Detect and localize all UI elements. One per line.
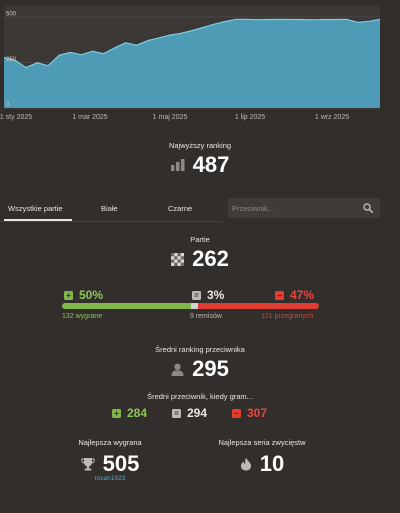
best-streak-block: Najlepsza seria zwycięstw 10 <box>197 438 327 477</box>
plus-icon: + <box>64 290 73 300</box>
chessboard-icon <box>171 252 185 266</box>
chart-x-tick: 1 wrz 2025 <box>314 114 350 121</box>
best-win-opponent-link[interactable]: rosah1023 <box>94 475 126 482</box>
draw-percent-value: 3% <box>207 288 225 302</box>
highest-rating-block: Najwyższy ranking 487 <box>0 141 400 178</box>
best-win-label: Najlepsza wygrana <box>78 438 142 447</box>
games-block: Partie 262 <box>0 235 400 272</box>
avg-opponent-label: Średni ranking przeciwnika <box>155 345 245 354</box>
avg-opponent-block: Średni ranking przeciwnika 295 <box>0 345 400 382</box>
loss-percent-value: 47% <box>290 288 315 302</box>
avg-when-loss-value: 307 <box>247 406 268 420</box>
avg-by-result-row: + 284 = 294 − 307 <box>0 406 400 420</box>
search-button[interactable] <box>356 198 380 218</box>
avg-by-result-label: Średni przeciwnik, kiedy gram... <box>147 392 253 401</box>
results-bar <box>62 303 319 309</box>
avg-opponent-value: 295 <box>192 356 229 381</box>
chart-x-axis: 1 sty 2025 1 mar 2025 1 maj 2025 1 lip 2025… <box>0 114 400 128</box>
plus-icon: + <box>112 408 121 418</box>
bar-chart-icon <box>170 159 185 171</box>
highest-rating-value: 487 <box>192 152 230 177</box>
rating-line <box>3 18 381 69</box>
chart-x-tick: 1 maj 2025 <box>152 114 188 121</box>
tab-white[interactable]: Białe <box>101 204 118 213</box>
results-percent-row: + 50% = 3% − 47% <box>0 288 400 302</box>
results-bar-draw <box>190 303 199 309</box>
best-streak-label: Najlepsza seria zwycięstw <box>218 438 306 447</box>
draws-count: 9 remisów <box>190 313 222 320</box>
rating-area <box>4 19 380 108</box>
user-icon <box>171 363 184 376</box>
flame-icon <box>240 457 251 471</box>
tab-black[interactable]: Czarne <box>168 204 193 213</box>
chart-x-tick: 1 lip 2025 <box>234 114 266 121</box>
highest-rating-label: Najwyższy ranking <box>168 141 232 150</box>
avg-by-result-block: Średni przeciwnik, kiedy gram... <box>0 392 400 401</box>
tab-all-games[interactable]: Wszystkie partie <box>8 204 63 213</box>
results-bar-win <box>62 303 191 309</box>
equals-icon: = <box>192 290 201 300</box>
best-win-block: Najlepsza wygrana 505 rosah1023 <box>45 438 175 482</box>
color-tabs: Wszystkie partie Białe Czarne <box>0 196 220 222</box>
losses-count: 121 przegranych <box>261 313 314 320</box>
rating-chart: 0 250 500 1 sty 2025 1 mar 2025 1 maj 2025 1 … <box>0 0 400 128</box>
chart-x-tick: 1 sty 2025 <box>0 114 33 121</box>
avg-when-loss: − 307 <box>232 406 267 420</box>
avg-when-win-value: 284 <box>127 406 148 420</box>
best-win-value: 505 <box>102 451 140 476</box>
avg-when-win: + 284 <box>112 406 147 420</box>
equals-icon: = <box>172 408 181 418</box>
opponent-search-input[interactable] <box>232 200 352 216</box>
loss-percent: − 47% <box>275 288 314 302</box>
best-streak-value: 10 <box>259 451 285 476</box>
games-label: Partie <box>190 235 210 244</box>
chart-y-tick: 0 <box>6 102 10 108</box>
avg-when-draw-value: 294 <box>187 406 208 420</box>
active-tab-indicator <box>4 219 72 221</box>
minus-icon: − <box>232 408 241 418</box>
chart-x-tick: 1 mar 2025 <box>72 114 108 121</box>
results-bar-loss <box>198 303 319 309</box>
win-percent-value: 50% <box>79 288 104 302</box>
rating-chart-svg: 0 250 500 <box>3 6 381 109</box>
opponent-search <box>228 198 380 218</box>
avg-when-draw: = 294 <box>172 406 207 420</box>
minus-icon: − <box>275 290 284 300</box>
win-percent: + 50% <box>64 288 103 302</box>
chart-y-tick: 250 <box>6 57 17 63</box>
draw-percent: = 3% <box>192 288 224 302</box>
wins-count: 132 wygrane <box>62 313 103 320</box>
search-icon <box>363 203 373 213</box>
trophy-icon <box>80 458 95 471</box>
chart-y-tick: 500 <box>6 11 17 17</box>
games-value: 262 <box>192 246 229 271</box>
tabs-divider <box>0 221 222 222</box>
